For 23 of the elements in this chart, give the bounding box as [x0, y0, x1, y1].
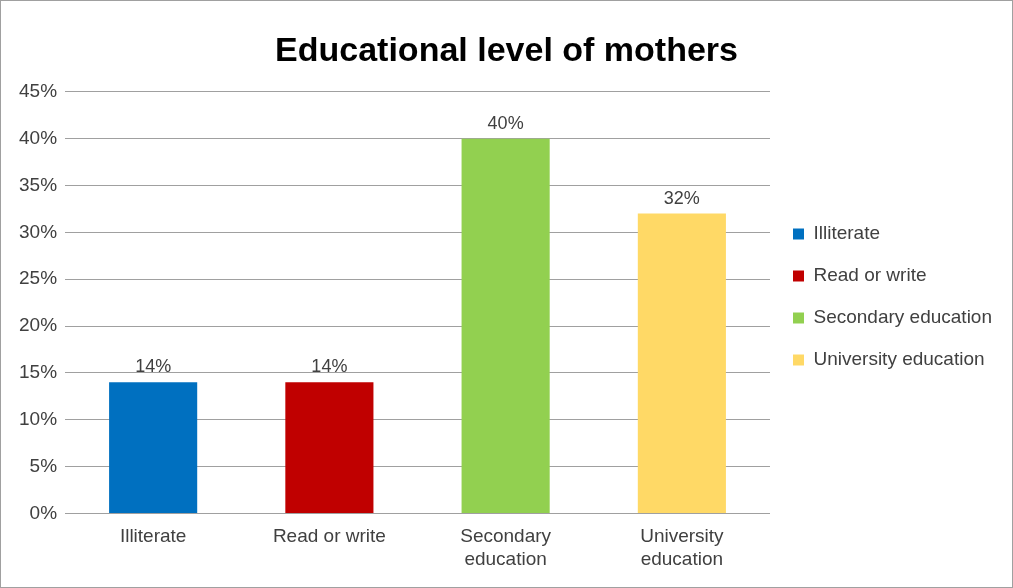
data-label: 40%	[487, 112, 524, 133]
y-tick-label: 40%	[19, 126, 58, 148]
legend-label: Read or write	[813, 264, 927, 286]
y-tick-label: 35%	[19, 173, 58, 195]
data-label: 14%	[311, 356, 348, 377]
legend-label: Secondary education	[813, 306, 992, 328]
y-tick-label: 45%	[19, 80, 58, 102]
y-tick-label: 15%	[19, 361, 58, 383]
y-tick-label: 10%	[19, 407, 58, 429]
y-tick-label: 20%	[19, 314, 58, 336]
y-tick-label: 25%	[19, 267, 58, 289]
data-label: 32%	[663, 187, 700, 208]
x-tick-label: Illiterate	[119, 525, 187, 547]
y-tick-label: 5%	[29, 454, 58, 476]
x-tick-label: Secondary education	[460, 525, 552, 569]
legend-label: Illiterate	[813, 222, 881, 244]
data-label: 14%	[135, 356, 172, 377]
legend-label: University education	[813, 348, 985, 370]
x-tick-label: Read or write	[272, 525, 386, 547]
x-tick-label: University education	[640, 525, 725, 569]
y-tick-label: 0%	[29, 501, 58, 523]
chart-title: Educational level of mothers	[275, 29, 738, 68]
y-tick-label: 30%	[19, 220, 58, 242]
